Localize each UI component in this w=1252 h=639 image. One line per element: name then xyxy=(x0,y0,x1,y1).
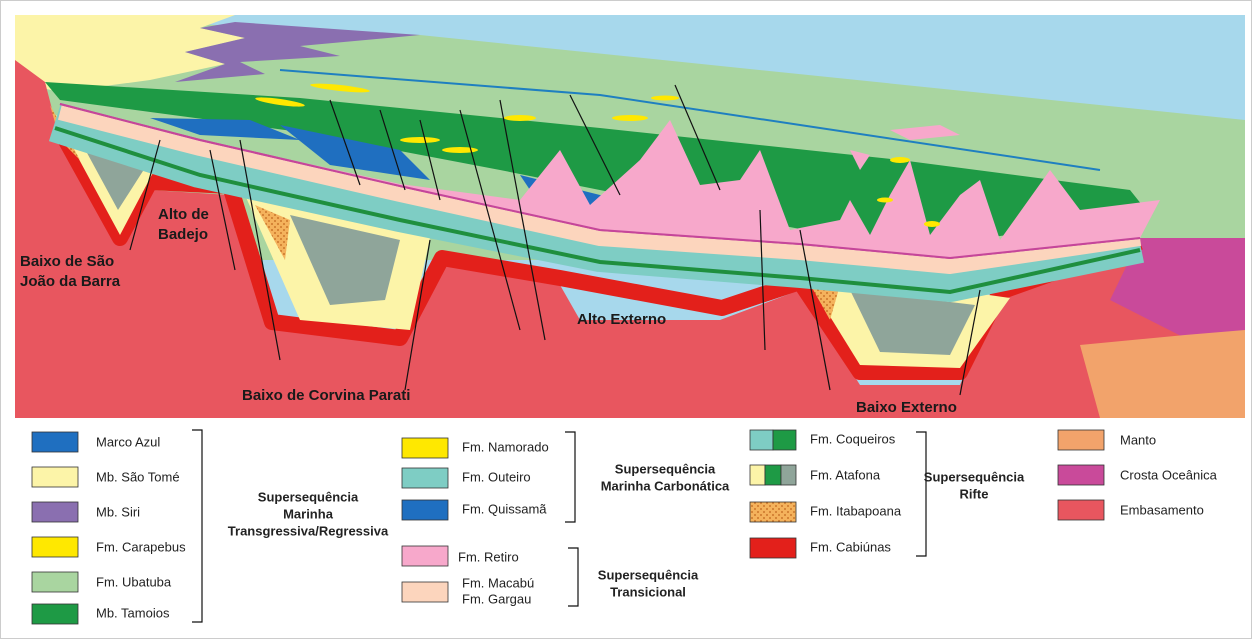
swatch xyxy=(32,467,78,487)
lens xyxy=(504,115,536,121)
swatch xyxy=(781,465,796,485)
swatch xyxy=(402,500,448,520)
section-label: Alto de xyxy=(158,206,209,223)
lens xyxy=(612,115,648,121)
supersequence-label: Supersequência xyxy=(615,461,716,476)
legend-label: Fm. Quissamã xyxy=(462,501,547,516)
legend-label: Fm. Ubatuba xyxy=(96,574,172,589)
swatch xyxy=(32,432,78,452)
legend-label: Fm. Macabú xyxy=(462,575,534,590)
legend-label: Fm. Gargau xyxy=(462,591,531,606)
supersequence-label: Marinha xyxy=(283,506,334,521)
legend-label: Embasamento xyxy=(1120,502,1204,517)
swatch xyxy=(32,502,78,522)
legend-label: Fm. Carapebus xyxy=(96,539,186,554)
section-label: João da Barra xyxy=(20,273,121,290)
swatch xyxy=(32,604,78,624)
legend-label: Manto xyxy=(1120,432,1156,447)
swatch xyxy=(1058,500,1104,520)
swatch xyxy=(402,438,448,458)
section-label: Alto Externo xyxy=(577,311,666,328)
lens xyxy=(924,221,940,227)
supersequence-label: Supersequência xyxy=(924,469,1025,484)
section-label: Baixo de Corvina Parati xyxy=(242,387,410,404)
swatch xyxy=(750,430,773,450)
swatch xyxy=(32,572,78,592)
swatch xyxy=(750,465,765,485)
diagram: Baixo de São João da Barra Alto de Badej… xyxy=(0,0,1252,639)
swatch xyxy=(402,546,448,566)
legend-label: Fm. Itabapoana xyxy=(810,503,902,518)
swatch xyxy=(1058,465,1104,485)
legend-label: Marco Azul xyxy=(96,434,160,449)
section-label: Baixo de São xyxy=(20,253,114,270)
legend-label: Mb. Siri xyxy=(96,504,140,519)
section-label: Baixo Externo xyxy=(856,399,957,416)
supersequence-label: Supersequência xyxy=(598,567,699,582)
legend-label: Fm. Namorado xyxy=(462,439,549,454)
cross-section: Baixo de São João da Barra Alto de Badej… xyxy=(15,15,1245,418)
supersequence-label: Marinha Carbonática xyxy=(601,478,730,493)
legend-label: Fm. Coqueiros xyxy=(810,431,896,446)
swatch xyxy=(750,502,796,522)
legend-label: Fm. Cabiúnas xyxy=(810,539,891,554)
page: { "section_labels": { "baixo_sao_joao": … xyxy=(0,0,1252,639)
lens xyxy=(442,147,478,153)
manto xyxy=(1080,330,1245,418)
lens xyxy=(400,137,440,143)
lens xyxy=(877,198,893,203)
swatch xyxy=(402,468,448,488)
legend-label: Mb. São Tomé xyxy=(96,469,180,484)
swatch xyxy=(1058,430,1104,450)
supersequence-label: Transgressiva/Regressiva xyxy=(228,523,389,538)
legend-label: Fm. Atafona xyxy=(810,467,881,482)
swatch xyxy=(750,538,796,558)
legend-label: Crosta Oceânica xyxy=(1120,467,1218,482)
swatch xyxy=(32,537,78,557)
supersequence-label: Transicional xyxy=(610,584,686,599)
legend-label: Mb. Tamoios xyxy=(96,605,170,620)
swatch xyxy=(765,465,781,485)
swatch xyxy=(773,430,796,450)
supersequence-label: Supersequência xyxy=(258,489,359,504)
legend-label: Fm. Outeiro xyxy=(462,469,531,484)
supersequence-label: Rifte xyxy=(960,486,989,501)
section-label: Badejo xyxy=(158,226,208,243)
lens xyxy=(890,157,910,163)
lens xyxy=(651,96,679,101)
swatch xyxy=(402,582,448,602)
legend-label: Fm. Retiro xyxy=(458,549,519,564)
